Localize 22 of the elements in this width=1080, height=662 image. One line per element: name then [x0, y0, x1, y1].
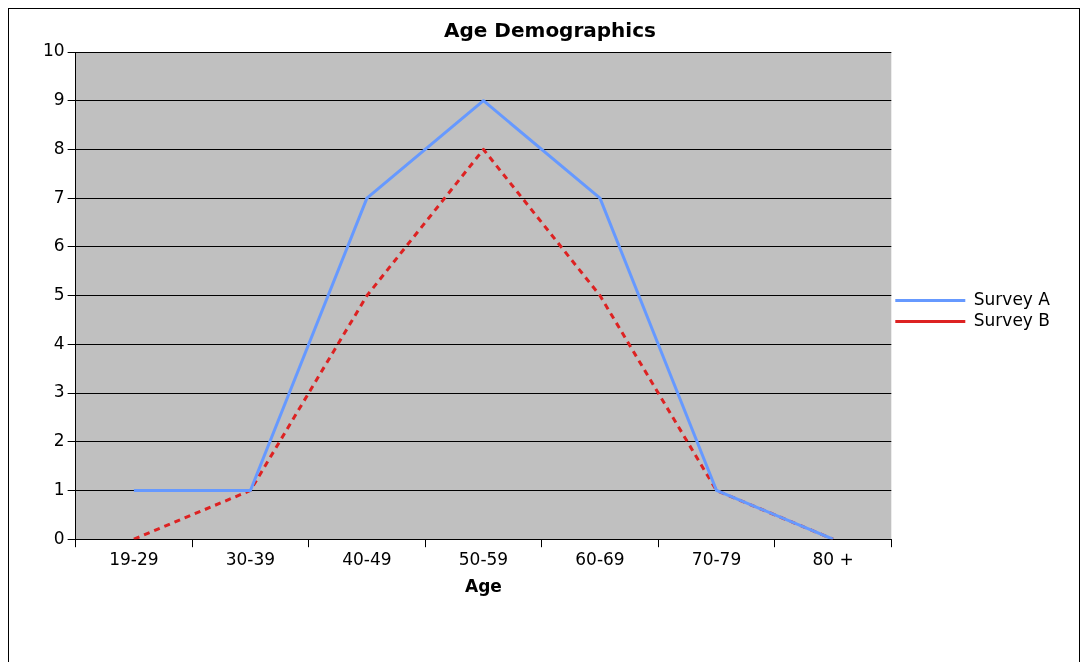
x-tick-label: 30-39 — [225, 548, 276, 569]
y-tick-label: 6 — [53, 235, 65, 256]
y-tick-label: 3 — [53, 381, 65, 402]
y-tick-label: 8 — [53, 137, 65, 158]
y-tick-label: 9 — [53, 89, 65, 110]
y-tick-label: 0 — [53, 527, 65, 548]
x-tick-label: 70-79 — [691, 548, 742, 569]
y-tick-label: 2 — [53, 430, 65, 451]
x-tick-label: 80 + — [812, 548, 854, 569]
x-tick-label: 40-49 — [342, 548, 392, 569]
x-axis-title: Age — [465, 576, 502, 597]
y-tick-label: 5 — [53, 284, 65, 305]
y-tick-label: 7 — [53, 186, 65, 207]
y-tick-label: 10 — [42, 40, 65, 61]
legend-label: Survey A — [973, 288, 1051, 309]
chart-title: Age Demographics — [444, 18, 656, 43]
y-tick-label: 4 — [53, 332, 65, 353]
x-tick-label: 19-29 — [109, 548, 159, 569]
x-tick-label: 50-59 — [458, 548, 509, 569]
y-tick-label: 1 — [53, 478, 65, 499]
legend-label: Survey B — [973, 309, 1050, 330]
x-tick-label: 60-69 — [575, 548, 625, 569]
